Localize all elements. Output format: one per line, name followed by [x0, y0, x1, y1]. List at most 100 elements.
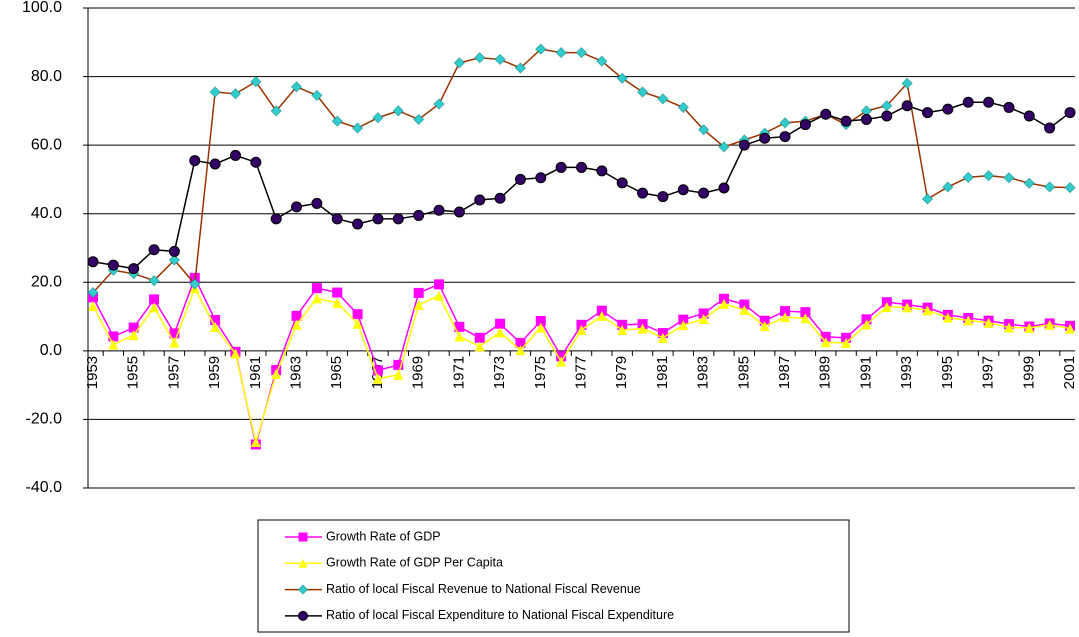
- marker: [739, 305, 750, 316]
- marker: [210, 315, 221, 325]
- x-tick-label: 1963: [288, 356, 305, 389]
- marker: [759, 315, 770, 326]
- marker: [169, 337, 180, 348]
- marker: [88, 300, 98, 311]
- marker: [495, 318, 506, 329]
- marker: [434, 290, 445, 301]
- marker: [297, 584, 309, 595]
- marker: [636, 86, 649, 98]
- marker: [860, 113, 872, 125]
- x-tick-label: 1979: [613, 356, 630, 389]
- marker: [820, 337, 831, 348]
- x-tick-label: 1975: [532, 356, 549, 389]
- x-tick-label: 1961: [247, 356, 264, 389]
- marker: [454, 321, 465, 332]
- marker: [454, 331, 465, 342]
- marker: [393, 359, 404, 370]
- marker: [902, 302, 913, 313]
- legend-label: Growth Rate of GDP Per Capita: [326, 556, 503, 570]
- marker: [698, 187, 710, 199]
- marker: [780, 306, 791, 317]
- marker: [495, 327, 506, 338]
- marker: [596, 305, 607, 316]
- marker: [331, 115, 343, 127]
- marker: [616, 72, 628, 84]
- marker: [148, 274, 160, 287]
- marker: [108, 339, 119, 350]
- marker: [779, 131, 791, 143]
- marker: [168, 254, 181, 266]
- legend-label: Ratio of local Fiscal Expenditure to Nat…: [326, 608, 674, 622]
- marker: [759, 321, 770, 332]
- x-tick-label: 1981: [654, 356, 671, 389]
- marker: [556, 351, 567, 362]
- marker: [616, 177, 628, 189]
- legend-label: Ratio of local Fiscal Revenue to Nationa…: [326, 582, 641, 596]
- marker: [433, 98, 445, 110]
- marker: [514, 62, 527, 74]
- marker: [311, 89, 323, 102]
- x-tick-label: 1957: [165, 356, 182, 389]
- series: [87, 96, 1076, 275]
- x-tick-label: 1991: [857, 356, 874, 389]
- series: [88, 283, 1075, 448]
- marker: [535, 43, 547, 55]
- marker: [759, 132, 771, 144]
- y-tick-label: 80.0: [31, 68, 62, 85]
- marker: [392, 105, 405, 117]
- marker: [1024, 322, 1035, 333]
- marker: [800, 313, 811, 324]
- x-tick-label: 1977: [572, 356, 589, 389]
- marker: [413, 299, 424, 310]
- marker: [800, 307, 811, 318]
- marker: [229, 149, 241, 161]
- marker: [739, 299, 750, 310]
- marker: [677, 184, 689, 196]
- marker: [617, 319, 628, 330]
- marker: [1023, 110, 1035, 122]
- y-tick-label: 100.0: [22, 0, 62, 16]
- marker: [576, 319, 587, 330]
- marker: [351, 122, 364, 134]
- marker: [108, 331, 119, 342]
- marker: [718, 182, 730, 194]
- marker: [576, 324, 587, 335]
- marker: [474, 341, 485, 352]
- marker: [311, 283, 322, 294]
- x-tick-label: 1987: [776, 356, 793, 389]
- legend-label: Growth Rate of GDP: [326, 529, 441, 543]
- marker: [1043, 181, 1056, 193]
- marker: [149, 294, 160, 305]
- marker: [678, 320, 689, 331]
- marker: [983, 96, 995, 108]
- legend-box: [257, 519, 850, 633]
- marker: [149, 302, 160, 313]
- marker: [982, 169, 995, 182]
- marker: [617, 324, 628, 335]
- marker: [1064, 107, 1076, 119]
- marker: [474, 52, 486, 64]
- marker: [209, 158, 221, 170]
- marker: [271, 368, 282, 379]
- marker: [291, 201, 303, 213]
- marker: [332, 287, 343, 298]
- marker: [210, 321, 221, 332]
- marker: [332, 297, 343, 308]
- marker: [962, 96, 974, 108]
- marker: [298, 610, 308, 621]
- marker: [87, 286, 99, 299]
- marker: [718, 141, 730, 153]
- marker: [270, 213, 282, 225]
- x-tick-label: 1993: [898, 356, 915, 389]
- marker: [779, 117, 791, 129]
- marker: [657, 93, 669, 105]
- x-tick-label: 1999: [1020, 356, 1037, 389]
- marker: [718, 293, 729, 304]
- marker: [637, 187, 649, 199]
- marker: [678, 314, 689, 325]
- y-tick-label: -40.0: [26, 479, 63, 496]
- marker: [1003, 322, 1014, 333]
- marker: [576, 161, 587, 173]
- marker: [921, 193, 934, 205]
- marker: [861, 314, 872, 325]
